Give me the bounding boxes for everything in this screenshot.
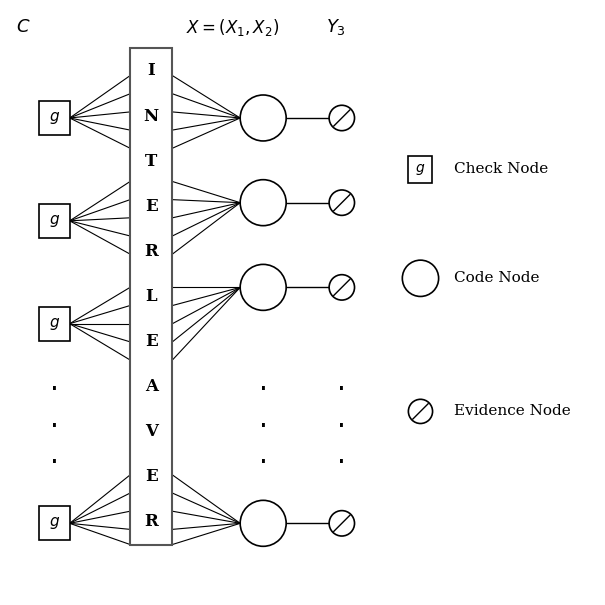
Text: Evidence Node: Evidence Node bbox=[454, 404, 571, 419]
FancyBboxPatch shape bbox=[39, 204, 70, 238]
Text: ·: · bbox=[50, 376, 59, 404]
Text: ·: · bbox=[338, 413, 346, 440]
FancyBboxPatch shape bbox=[39, 307, 70, 341]
Circle shape bbox=[408, 399, 433, 423]
Text: $g$: $g$ bbox=[49, 515, 60, 531]
Circle shape bbox=[240, 500, 286, 546]
FancyBboxPatch shape bbox=[408, 156, 433, 183]
Text: $X$$=$$($$X_1$$,$$X_2$$)$: $X$$=$$($$X_1$$,$$X_2$$)$ bbox=[186, 17, 280, 38]
Text: ·: · bbox=[50, 449, 59, 477]
Text: R: R bbox=[145, 243, 158, 260]
Circle shape bbox=[240, 264, 286, 310]
Text: A: A bbox=[145, 378, 158, 395]
Text: I: I bbox=[148, 62, 155, 79]
Text: R: R bbox=[145, 514, 158, 531]
Circle shape bbox=[329, 190, 355, 215]
Text: ·: · bbox=[338, 376, 346, 404]
Text: V: V bbox=[145, 424, 158, 440]
Text: $g$: $g$ bbox=[416, 162, 425, 177]
Text: Check Node: Check Node bbox=[454, 162, 548, 177]
Text: $C$: $C$ bbox=[16, 18, 30, 36]
Circle shape bbox=[329, 105, 355, 131]
Text: $g$: $g$ bbox=[49, 316, 60, 332]
Text: E: E bbox=[145, 198, 158, 215]
Circle shape bbox=[240, 180, 286, 226]
Circle shape bbox=[402, 260, 439, 296]
Text: ·: · bbox=[259, 449, 267, 477]
Circle shape bbox=[329, 275, 355, 300]
Text: ·: · bbox=[259, 413, 267, 440]
Text: E: E bbox=[145, 468, 158, 485]
Text: ·: · bbox=[338, 449, 346, 477]
Text: T: T bbox=[145, 152, 157, 169]
FancyBboxPatch shape bbox=[130, 48, 172, 544]
Text: $g$: $g$ bbox=[49, 110, 60, 126]
Circle shape bbox=[240, 95, 286, 141]
Circle shape bbox=[329, 511, 355, 536]
Text: ·: · bbox=[50, 413, 59, 440]
Text: ·: · bbox=[259, 376, 267, 404]
Text: Code Node: Code Node bbox=[454, 271, 539, 286]
Text: N: N bbox=[144, 108, 159, 125]
Text: $g$: $g$ bbox=[49, 213, 60, 229]
FancyBboxPatch shape bbox=[39, 101, 70, 135]
Text: E: E bbox=[145, 333, 158, 350]
FancyBboxPatch shape bbox=[39, 506, 70, 540]
Text: L: L bbox=[145, 288, 157, 305]
Text: $Y_3$: $Y_3$ bbox=[326, 17, 345, 38]
